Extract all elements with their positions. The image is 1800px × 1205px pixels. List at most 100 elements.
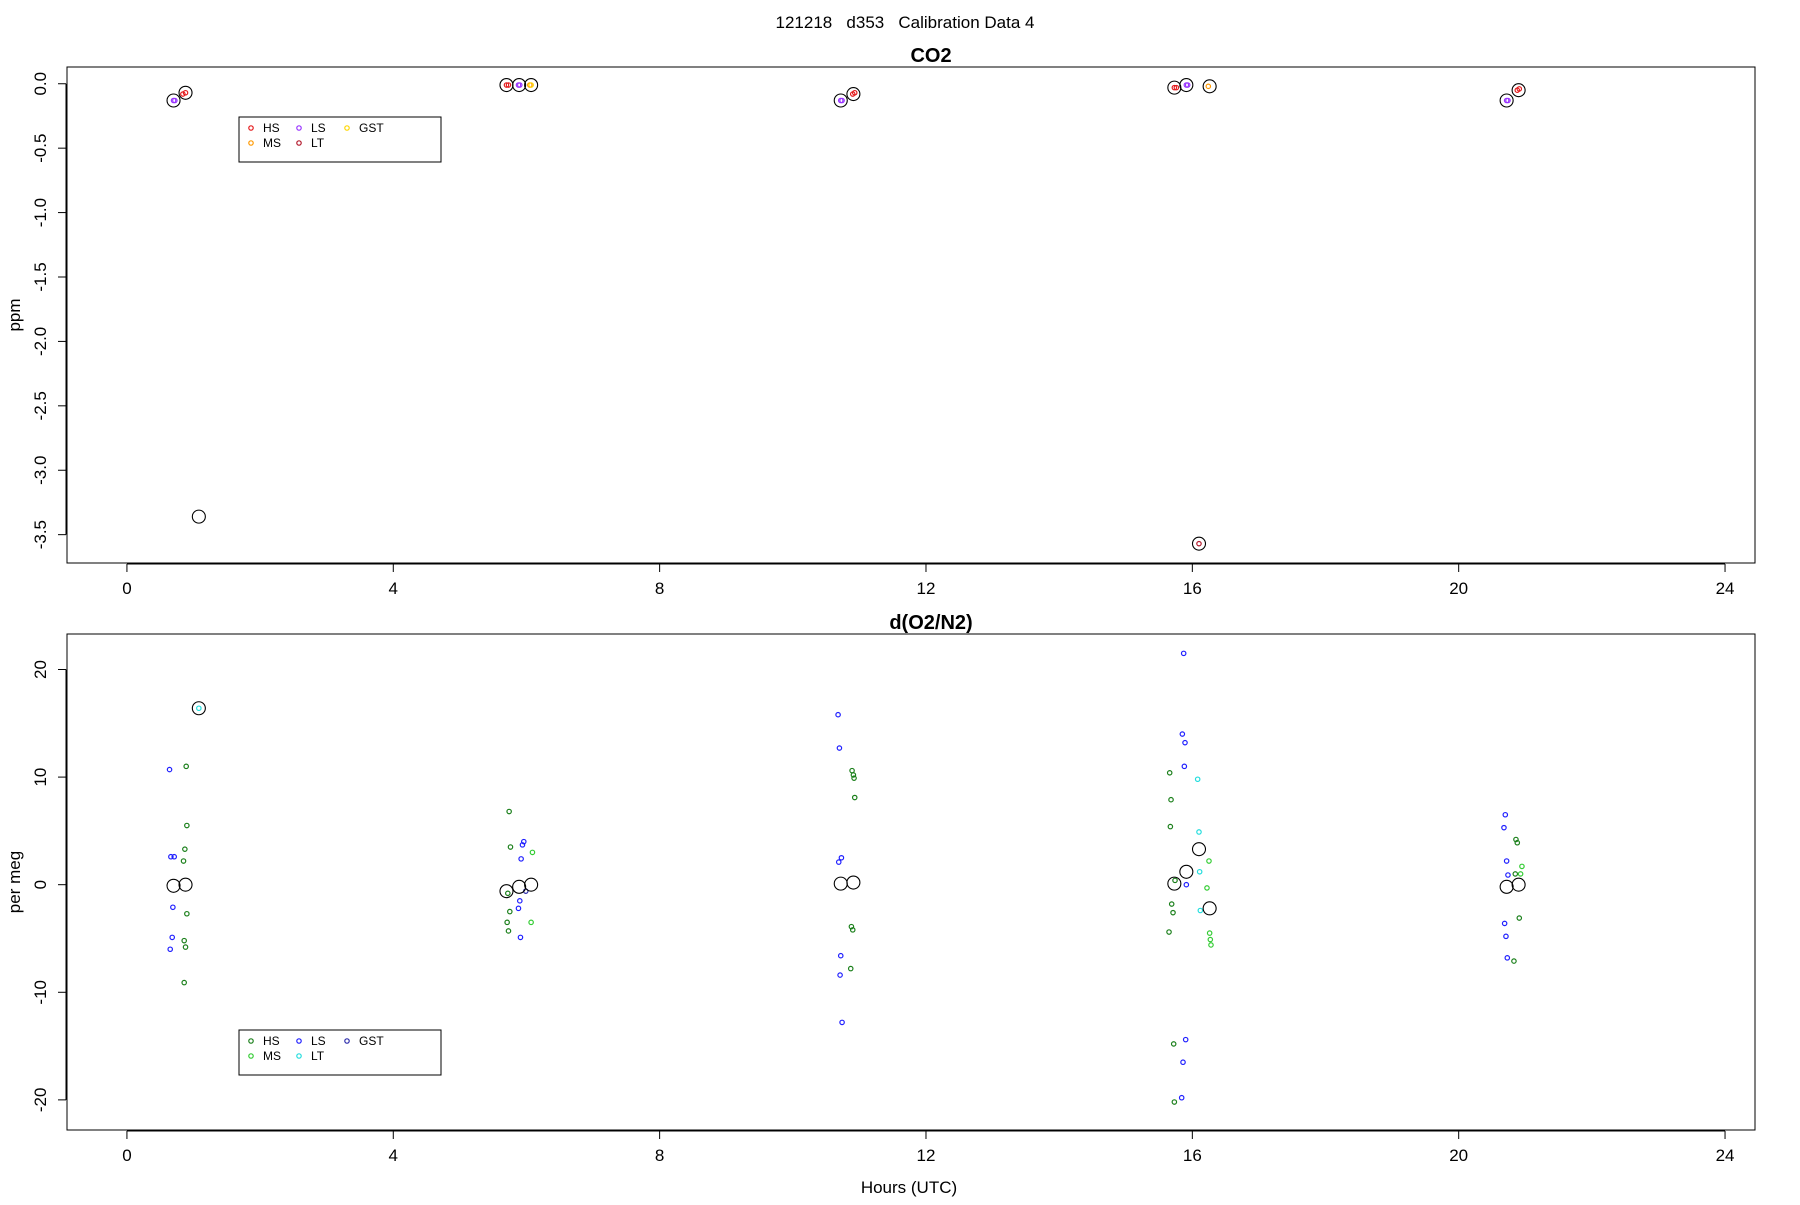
o2n2-point-hs — [180, 858, 187, 864]
o2n2-point-ls — [835, 711, 841, 718]
co2-point-ls — [1184, 82, 1191, 88]
o2n2-point-ls — [170, 904, 176, 911]
co2-y-tick-label: -2.5 — [31, 391, 50, 420]
o2n2-point-ls — [835, 859, 842, 865]
co2-legend-marker — [248, 125, 254, 131]
co2-point-mean — [166, 93, 181, 108]
o2n2-point-hs — [1167, 823, 1174, 830]
o2n2-y-tick-label: 10 — [31, 768, 50, 787]
co2-point-mean — [1511, 83, 1526, 98]
co2-x-tick-label: 8 — [655, 579, 664, 598]
o2n2-point-hs — [1514, 839, 1521, 846]
co2-point-hs — [503, 82, 510, 88]
o2n2-point-hs — [1172, 877, 1178, 884]
o2n2-point-mean — [1179, 864, 1194, 879]
o2n2-point-hs — [506, 808, 512, 815]
o2n2-point-mean — [1167, 876, 1182, 891]
o2n2-point-hs — [1170, 1041, 1177, 1047]
o2n2-point-hs — [1170, 909, 1176, 916]
co2-x-tick-label: 0 — [122, 579, 131, 598]
co2-point-mean — [178, 85, 193, 100]
o2n2-point-ls — [1180, 650, 1187, 657]
o2n2-y-axis-label: per meg — [5, 851, 24, 913]
o2n2-point-mean — [846, 875, 861, 890]
co2-point-mean — [1191, 536, 1207, 551]
co2-plot-frame — [66, 66, 1756, 564]
o2n2-point-hs — [1166, 929, 1172, 935]
o2n2-point-hs — [181, 937, 187, 944]
co2-plot-title: CO2 — [910, 45, 951, 67]
co2-y-tick-label: -1.0 — [31, 198, 50, 227]
o2n2-point-mean — [191, 701, 206, 716]
o2n2-point-ls — [838, 854, 845, 861]
o2n2-point-hs — [184, 910, 190, 917]
o2n2-point-hs — [1516, 915, 1523, 921]
co2-point-mean — [524, 77, 539, 93]
co2-point-ms — [1205, 83, 1212, 90]
co2-point-hs — [1173, 84, 1180, 91]
o2n2-point-ls — [1182, 739, 1188, 746]
o2n2-legend-marker — [248, 1053, 254, 1059]
o2n2-point-ls — [837, 972, 843, 978]
o2n2-legend-label: LT — [311, 1049, 325, 1063]
o2n2-x-tick-label: 24 — [1716, 1146, 1735, 1165]
o2n2-legend-label: HS — [263, 1034, 280, 1048]
o2n2-point-ls — [516, 898, 523, 904]
co2-legend-marker — [296, 140, 302, 146]
o2n2-point-ls — [1178, 1094, 1185, 1101]
co2-y-tick-label: 0.0 — [31, 72, 50, 96]
o2n2-point-hs — [182, 846, 188, 852]
o2n2-point-ls — [166, 766, 173, 773]
o2n2-point-ls — [1502, 811, 1509, 818]
co2-x-tick-label: 12 — [917, 579, 936, 598]
o2n2-point-ls — [1183, 881, 1190, 888]
o2n2-plot-frame — [66, 633, 1756, 1131]
co2-y-tick-label: -3.5 — [31, 520, 50, 549]
o2n2-point-hs — [184, 822, 190, 829]
o2n2-point-lt — [1194, 776, 1201, 783]
o2n2-point-lt — [1196, 868, 1203, 875]
o2n2-point-ls — [839, 1019, 845, 1026]
co2-x-tick-label: 24 — [1716, 579, 1735, 598]
co2-point-lt — [1196, 540, 1202, 547]
co2-x-tick-label: 4 — [389, 579, 398, 598]
o2n2-point-hs — [504, 919, 510, 926]
o2n2-point-ls — [836, 745, 843, 751]
co2-y-tick-label: -2.0 — [31, 327, 50, 356]
co2-point-hs — [180, 91, 186, 97]
o2n2-point-hs — [505, 928, 512, 934]
o2n2-y-tick-label: 0 — [31, 880, 50, 889]
o2n2-legend-label: LS — [311, 1034, 326, 1048]
co2-x-tick-label: 16 — [1183, 579, 1202, 598]
o2n2-point-hs — [1513, 836, 1519, 843]
o2n2-point-ls — [1503, 858, 1510, 864]
co2-point-hs — [1516, 86, 1523, 92]
figure-title: 121218 d353 Calibration Data 4 — [776, 13, 1035, 32]
co2-point-ls — [172, 97, 178, 104]
o2n2-y-tick-label: -10 — [31, 980, 50, 1005]
o2n2-point-hs — [1168, 796, 1174, 803]
co2-y-axis-label: ppm — [5, 298, 24, 331]
o2n2-point-hs — [1168, 901, 1175, 907]
o2n2-x-tick-label: 8 — [655, 1146, 664, 1165]
o2n2-point-hs — [507, 844, 514, 850]
o2n2-point-ls — [1501, 824, 1507, 831]
o2n2-point-ls — [837, 952, 844, 959]
o2n2-point-ms — [1519, 863, 1525, 870]
co2-point-mean — [1499, 93, 1514, 108]
co2-point-mean — [1202, 79, 1217, 94]
co2-legend-marker — [296, 125, 302, 131]
o2n2-legend-label: GST — [359, 1034, 384, 1048]
o2n2-legend-marker — [344, 1038, 350, 1044]
o2n2-point-ms — [529, 849, 536, 856]
o2n2-legend-box — [238, 1029, 442, 1076]
o2n2-point-mean — [166, 878, 181, 893]
o2n2-point-ls — [1181, 763, 1188, 770]
o2n2-legend-label: MS — [263, 1049, 281, 1063]
o2n2-point-hs — [1171, 1099, 1178, 1105]
o2n2-point-ls — [518, 856, 524, 862]
co2-point-mean — [1179, 77, 1194, 93]
o2n2-point-ls — [515, 905, 522, 912]
o2n2-point-ls — [1182, 1036, 1189, 1043]
